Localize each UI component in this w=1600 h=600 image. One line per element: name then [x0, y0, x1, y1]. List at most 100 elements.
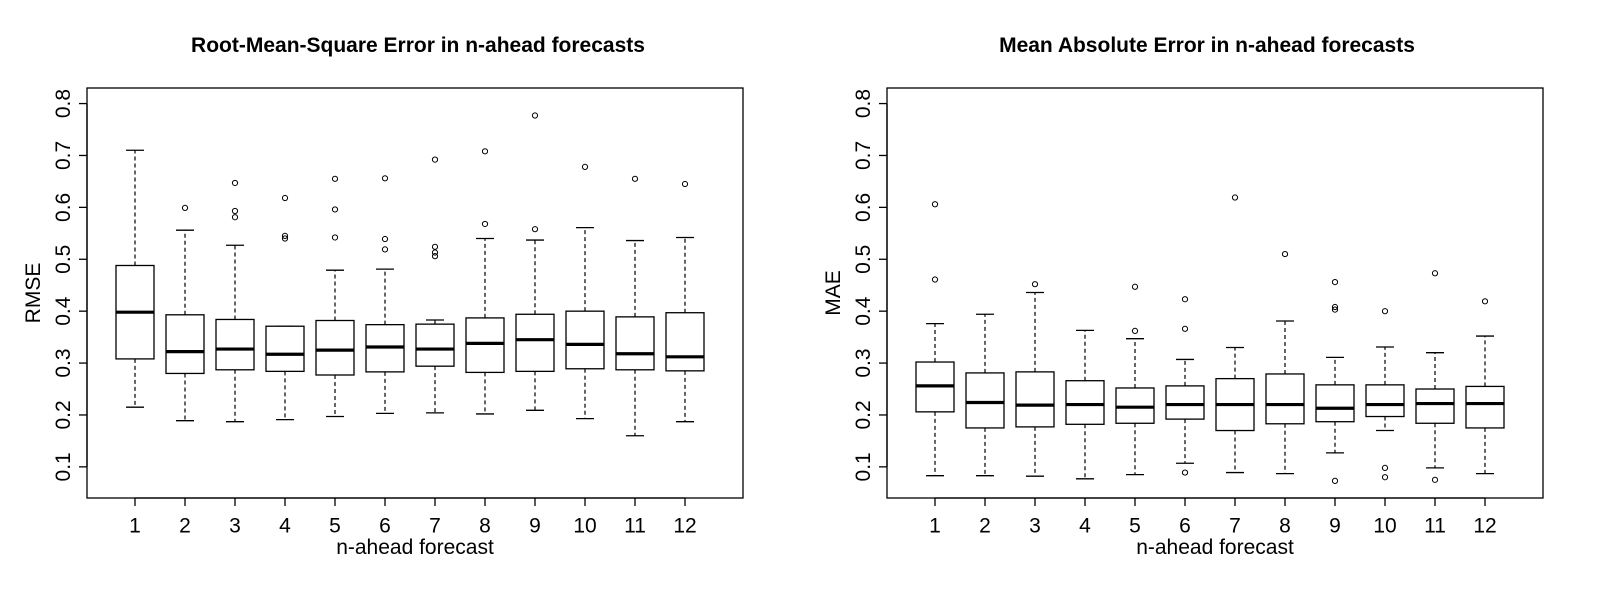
outlier-point — [231, 207, 239, 215]
outlier-point — [1181, 325, 1189, 332]
rmse-x-tick-label: 4 — [279, 514, 291, 537]
mae-y-tick-label: 0.4 — [852, 296, 875, 326]
outlier-point — [1481, 298, 1489, 305]
outlier-point — [1231, 194, 1239, 201]
outlier-point — [431, 243, 439, 250]
outlier-point — [531, 226, 539, 233]
iqr-box — [565, 310, 605, 370]
rmse-y-tick-label: 0.3 — [52, 348, 75, 377]
iqr-box — [1165, 385, 1205, 420]
iqr-box — [1365, 384, 1405, 418]
rmse-y-tick-label: 0.4 — [52, 296, 75, 326]
iqr-box — [465, 317, 505, 374]
rmse-box-12 — [665, 180, 705, 423]
outlier-point — [1281, 250, 1289, 258]
outlier-point — [181, 204, 189, 211]
rmse-y-axis-label: RMSE — [22, 263, 45, 324]
rmse-y-tick-label: 0.1 — [52, 452, 75, 481]
mae-box-12 — [1465, 298, 1505, 475]
outlier-point — [331, 206, 339, 213]
rmse-x-tick-label: 3 — [229, 514, 241, 537]
mae-x-tick-label: 4 — [1079, 514, 1091, 537]
mae-box-1 — [915, 201, 955, 477]
rmse-y-tick-label: 0.7 — [52, 141, 75, 170]
mae-box-2 — [965, 313, 1005, 477]
mae-box-8 — [1265, 250, 1305, 475]
outlier-point — [481, 220, 489, 228]
outlier-point — [1381, 308, 1389, 315]
outlier-point — [1331, 279, 1339, 286]
rmse-y-tick-label: 0.6 — [52, 193, 75, 222]
iqr-box — [1015, 371, 1055, 428]
rmse-y-tick-label: 0.5 — [52, 245, 75, 274]
iqr-box — [965, 372, 1005, 429]
outlier-point — [281, 194, 289, 202]
iqr-box — [265, 325, 305, 373]
rmse-plot-area: 0.10.20.30.40.50.60.70.81 2 3 4 5 6 7 8 9 10 11 12 — [52, 89, 705, 537]
rmse-y-tick-label: 0.8 — [52, 89, 75, 118]
mae-box-9 — [1315, 279, 1355, 484]
mae-box-4 — [1065, 329, 1105, 480]
rmse-x-tick-label: 1 — [129, 514, 141, 537]
mae-x-tick-label: 11 — [1424, 514, 1446, 537]
outlier-point — [281, 232, 289, 240]
mae-y-tick-label: 0.7 — [852, 141, 875, 170]
iqr-box — [315, 319, 355, 376]
outlier-point — [1331, 303, 1339, 311]
outlier-point — [1331, 477, 1339, 484]
mae-box-11 — [1415, 270, 1455, 483]
mae-x-tick-label: 7 — [1229, 514, 1241, 537]
mae-x-tick-label: 2 — [979, 514, 991, 537]
outlier-point — [681, 180, 689, 188]
mae-box-6 — [1165, 296, 1205, 476]
iqr-box — [1265, 373, 1305, 425]
mae-y-tick-label: 0.5 — [852, 245, 875, 274]
rmse-x-axis-label: n-ahead forecast — [336, 536, 494, 559]
rmse-x-tick-label: 6 — [379, 514, 391, 537]
rmse-box-8 — [465, 148, 505, 415]
rmse-x-tick-label: 9 — [529, 514, 541, 537]
mae-x-tick-label: 1 — [929, 514, 941, 537]
mae-box-5 — [1115, 283, 1155, 476]
mae-y-axis-label: MAE — [822, 270, 845, 316]
outlier-point — [381, 246, 389, 253]
mae-y-tick-label: 0.1 — [852, 452, 875, 481]
rmse-x-tick-label: 11 — [624, 514, 646, 537]
outlier-point — [1031, 281, 1039, 288]
mae-box-3 — [1015, 281, 1055, 477]
iqr-box — [1465, 385, 1505, 429]
outlier-point — [1131, 283, 1139, 290]
rmse-x-tick-label: 12 — [673, 514, 696, 537]
mae-y-tick-label: 0.3 — [852, 348, 875, 377]
outlier-point — [381, 175, 389, 182]
rmse-box-3 — [215, 179, 255, 423]
rmse-x-tick-label: 8 — [479, 514, 491, 537]
outlier-point — [931, 201, 939, 208]
outlier-point — [481, 148, 489, 155]
iqr-box — [515, 313, 555, 373]
rmse-box-10 — [565, 163, 605, 420]
outlier-point — [631, 175, 639, 182]
outlier-point — [431, 249, 439, 256]
rmse-chart-title: Root-Mean-Square Error in n-ahead foreca… — [191, 34, 645, 57]
rmse-x-tick-label: 2 — [179, 514, 191, 537]
iqr-box — [215, 318, 255, 371]
outlier-point — [381, 235, 389, 243]
iqr-box — [615, 316, 655, 371]
outlier-point — [431, 253, 439, 260]
rmse-box-9 — [515, 112, 555, 411]
outlier-point — [281, 235, 289, 242]
mae-x-tick-label: 12 — [1473, 514, 1496, 537]
mae-x-tick-label: 3 — [1029, 514, 1041, 537]
rmse-box-1 — [115, 149, 155, 408]
iqr-box — [1065, 380, 1105, 425]
outlier-point — [1431, 270, 1439, 277]
mae-chart-title: Mean Absolute Error in n-ahead forecasts — [999, 34, 1415, 57]
outlier-point — [1431, 476, 1439, 483]
rmse-chart: Root-Mean-Square Error in n-ahead foreca… — [22, 34, 744, 559]
mae-x-tick-label: 6 — [1179, 514, 1191, 537]
mae-y-tick-label: 0.8 — [852, 89, 875, 118]
outlier-point — [331, 234, 339, 241]
mae-x-tick-label: 10 — [1373, 514, 1396, 537]
